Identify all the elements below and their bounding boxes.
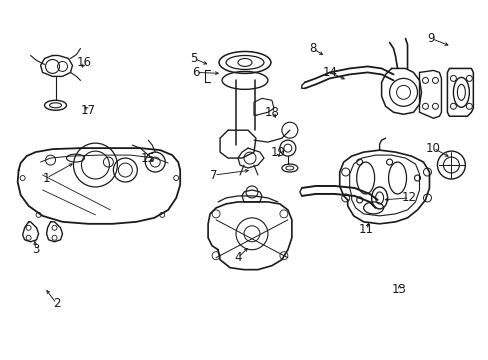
Text: 6: 6 (192, 66, 200, 79)
Text: 16: 16 (77, 56, 92, 69)
Text: 2: 2 (53, 297, 60, 310)
Text: 19: 19 (270, 145, 285, 159)
Text: 9: 9 (427, 32, 434, 45)
Text: 13: 13 (391, 283, 406, 296)
Text: 1: 1 (43, 171, 50, 185)
Text: 3: 3 (32, 243, 39, 256)
Text: 18: 18 (264, 106, 279, 119)
Text: 8: 8 (308, 42, 316, 55)
Text: 14: 14 (322, 66, 337, 79)
Text: 17: 17 (81, 104, 96, 117)
Text: 11: 11 (358, 223, 373, 236)
Text: 7: 7 (210, 168, 217, 181)
Text: 15: 15 (141, 152, 155, 165)
Text: 12: 12 (401, 192, 416, 204)
Text: 4: 4 (234, 251, 241, 264)
Text: 5: 5 (190, 52, 198, 65)
Text: 10: 10 (425, 141, 440, 155)
